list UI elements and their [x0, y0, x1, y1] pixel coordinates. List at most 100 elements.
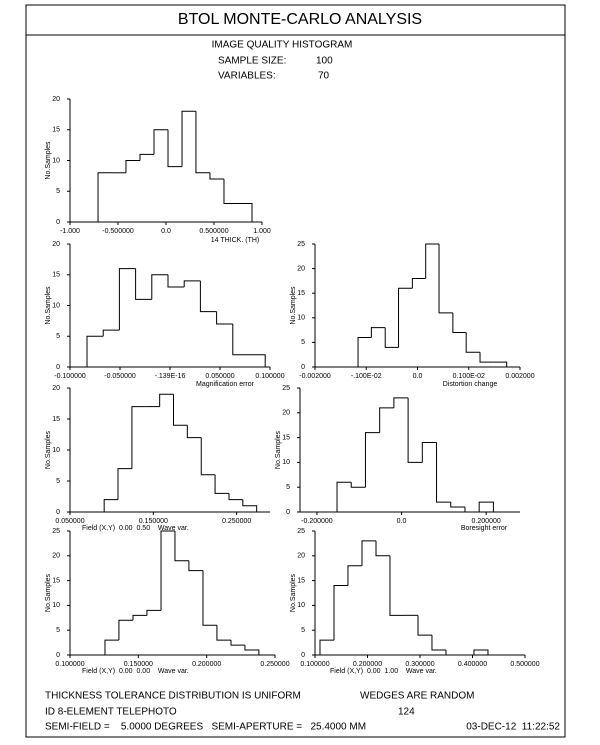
y-tick-label: 15: [52, 577, 60, 584]
variables-label: VARIABLES:: [218, 71, 276, 82]
histogram-bar: [131, 406, 146, 469]
y-tick-label: 20: [52, 553, 60, 560]
histogram-bar: [465, 332, 481, 353]
y-axis-label: No.Samples: [45, 573, 52, 612]
x-tick-label: 0.050000: [205, 373, 234, 380]
histogram-bar: [479, 352, 494, 363]
y-tick-label: 0: [301, 652, 305, 659]
x-tick-label: 0.150000: [139, 518, 168, 525]
histogram-bar: [153, 129, 169, 155]
footer-text: 124: [398, 707, 415, 718]
histogram-bar: [398, 287, 413, 348]
y-tick-label: 15: [52, 272, 60, 279]
histogram-bar: [242, 499, 258, 512]
x-tick-label: 0.0: [397, 518, 407, 525]
histogram-bar: [238, 203, 253, 222]
x-tick-label: -0.500000: [102, 228, 134, 235]
x-tick-label: -0.200000: [301, 518, 333, 525]
histogram-bar: [200, 437, 216, 476]
histogram-bar: [473, 649, 489, 655]
x-tick-label: 0.200000: [472, 518, 501, 525]
y-axis-label: No.Samples: [45, 430, 52, 469]
histogram-bar: [209, 172, 224, 180]
histogram-bar: [347, 565, 362, 586]
x-tick-label: 0.002000: [505, 373, 534, 380]
x-tick-label: 0.150000: [124, 661, 153, 668]
y-tick-label: 25: [297, 528, 305, 535]
y-tick-label: 5: [301, 627, 305, 634]
y-tick-label: 0: [56, 219, 60, 226]
y-tick-label: 5: [301, 339, 305, 346]
histogram-bar: [181, 110, 196, 167]
histogram-bar: [425, 243, 440, 279]
histogram-bar: [438, 244, 453, 314]
histogram-bar: [214, 474, 229, 494]
x-tick-label: -0.002000: [299, 373, 331, 380]
y-axis-label: No.Samples: [45, 286, 52, 325]
footer-text: THICKNESS TOLERANCE DISTRIBUTION IS UNIF…: [45, 691, 301, 702]
histogram-bar: [117, 468, 132, 500]
y-tick-label: 15: [52, 127, 60, 134]
y-tick-label: 5: [56, 627, 60, 634]
y-tick-label: 0: [286, 509, 290, 516]
y-tick-label: 0: [56, 652, 60, 659]
histogram-bar: [202, 570, 217, 626]
histogram-bar: [216, 625, 231, 641]
y-axis-label: No.Samples: [275, 430, 282, 469]
y-axis-label: No.Samples: [290, 286, 297, 325]
histogram-bar: [464, 507, 480, 513]
y-tick-label: 10: [52, 302, 60, 309]
y-tick-label: 20: [52, 385, 60, 392]
footer-text: WEDGES ARE RANDOM: [360, 691, 474, 702]
x-tick-label: -0.100000: [54, 373, 86, 380]
histogram-bar: [452, 312, 467, 334]
histogram-bar: [195, 111, 210, 174]
x-axis-label: Field (X,Y) 0.00 1.00 Wave var.: [330, 668, 437, 675]
histogram-bar: [104, 639, 119, 655]
histogram-bar: [361, 540, 377, 566]
x-tick-label: -.100E-02: [351, 373, 382, 380]
histogram-bar: [125, 160, 140, 173]
y-tick-label: 10: [52, 447, 60, 454]
title: BTOL MONTE-CARLO ANALYSIS: [178, 11, 422, 28]
x-tick-label: 1.000: [253, 228, 271, 235]
histogram-bar: [478, 501, 494, 512]
y-tick-label: 20: [297, 265, 305, 272]
subtitle: IMAGE QUALITY HISTOGRAM: [212, 40, 353, 51]
x-tick-label: 0.500000: [199, 228, 228, 235]
histogram-bar: [389, 555, 404, 616]
x-axis-label: Magnification error: [196, 381, 255, 388]
histogram-bar: [167, 274, 185, 288]
histogram-bar: [216, 311, 233, 325]
y-tick-label: 5: [286, 484, 290, 491]
histogram-bar: [135, 268, 152, 300]
y-tick-label: 10: [52, 602, 60, 609]
x-tick-label: 0.400000: [458, 661, 487, 668]
histogram-bar: [199, 280, 217, 313]
histogram-bar: [411, 277, 426, 289]
y-tick-label: 15: [52, 416, 60, 423]
sample-size-label: SAMPLE SIZE:: [218, 56, 286, 67]
x-tick-label: 0.0: [413, 373, 423, 380]
x-tick-label: 0.050000: [55, 518, 84, 525]
x-tick-label: -1.000: [60, 228, 80, 235]
histogram-bar: [393, 397, 409, 408]
histogram-bar: [173, 394, 188, 426]
border: [25, 4, 566, 738]
x-axis-label: Distortion change: [443, 381, 498, 388]
y-tick-label: 20: [297, 553, 305, 560]
histogram-bar: [232, 323, 249, 356]
histogram-bar: [357, 336, 372, 367]
histogram-bar: [230, 640, 245, 646]
histogram-bar: [160, 530, 175, 611]
histogram-bar: [375, 540, 390, 557]
footer-text: ID 8-ELEMENT TELEPHOTO: [45, 707, 177, 718]
y-tick-label: 15: [297, 290, 305, 297]
histogram-bar: [186, 425, 202, 439]
y-tick-label: 0: [56, 364, 60, 371]
histogram-bar: [421, 442, 437, 463]
y-tick-label: 5: [56, 333, 60, 340]
y-tick-label: 10: [282, 459, 290, 466]
y-tick-label: 15: [297, 577, 305, 584]
